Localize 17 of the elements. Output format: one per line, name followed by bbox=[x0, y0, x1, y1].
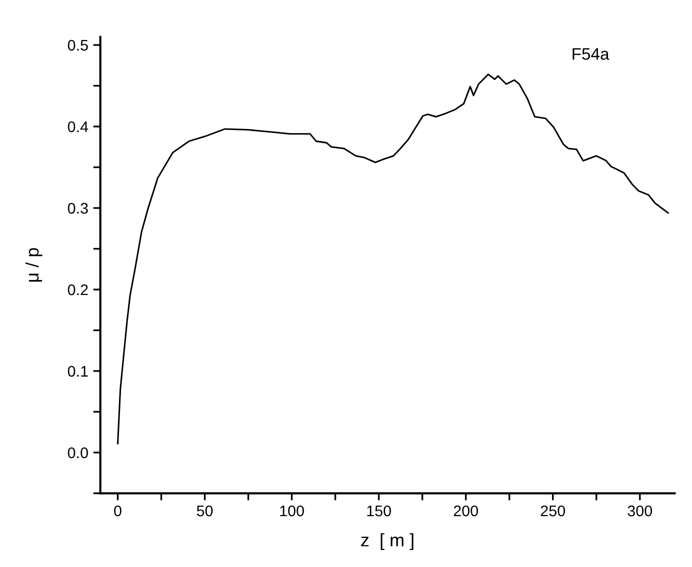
x-tick-label: 100 bbox=[280, 506, 304, 516]
x-tick-label: 50 bbox=[196, 506, 213, 516]
x-tick-label: 0 bbox=[114, 506, 122, 516]
annotation: F54a bbox=[572, 48, 610, 60]
y-tick-label: 0.3 bbox=[68, 202, 88, 214]
y-tick-label: 0.5 bbox=[68, 40, 88, 51]
y-tick-label: 0.4 bbox=[68, 121, 88, 132]
y-tick-label: 0.2 bbox=[68, 284, 88, 296]
x-tick-label: 250 bbox=[540, 506, 566, 516]
x-tick-label: 150 bbox=[367, 506, 391, 516]
y-axis-title: μ / p bbox=[25, 248, 42, 282]
y-tick-label: 0.0 bbox=[68, 447, 88, 458]
x-tick-label: 300 bbox=[628, 506, 652, 516]
x-axis-title: z [ m ] bbox=[361, 533, 414, 550]
y-tick-label: 0.1 bbox=[68, 366, 88, 377]
line-series bbox=[116, 74, 669, 444]
x-tick-label: 200 bbox=[454, 506, 478, 516]
